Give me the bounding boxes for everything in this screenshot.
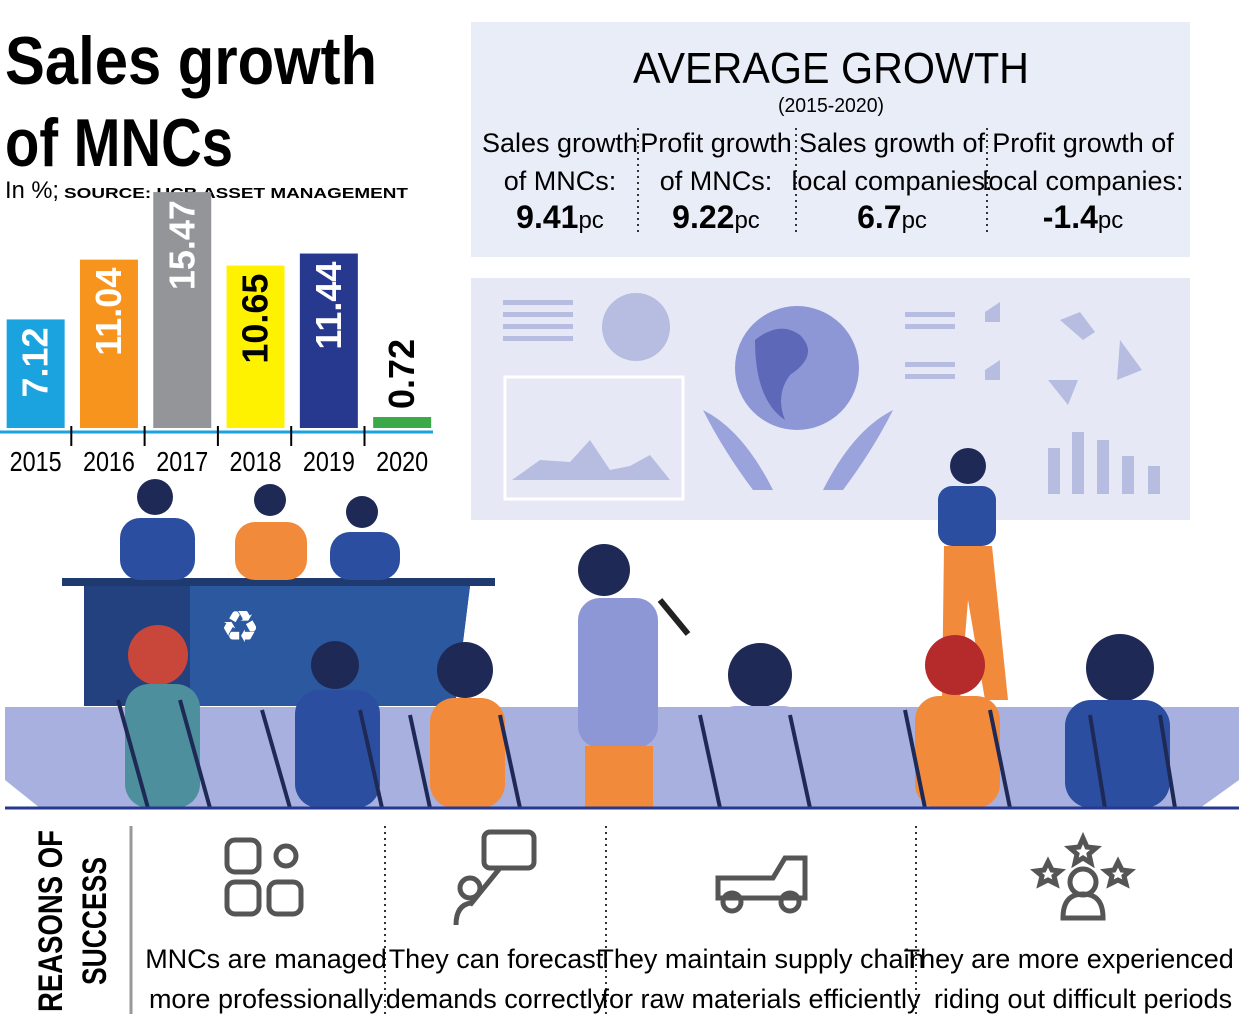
reason-text: riding out difficult periods <box>934 984 1232 1014</box>
average-label: Sales growth of <box>799 128 986 158</box>
reasons-title: SUCCESS <box>76 857 114 985</box>
average-value: 6.7pc <box>857 199 927 235</box>
value-label: 15.47 <box>161 200 202 290</box>
reason-text: demands correctly <box>386 984 607 1014</box>
value: -1.4 <box>1043 199 1098 235</box>
bar <box>373 417 432 428</box>
bar <box>153 192 212 428</box>
x-tick-label: 2016 <box>83 446 135 477</box>
x-tick-label: 2015 <box>10 446 62 477</box>
value-label: 11.04 <box>88 268 129 356</box>
svg-text:♻: ♻ <box>220 603 259 652</box>
chart-title: of MNCs <box>5 105 233 181</box>
average-label: Sales growth <box>482 128 638 158</box>
reason-text: They can forecast <box>389 944 604 974</box>
average-title: AVERAGE GROWTH <box>633 44 1029 93</box>
value-label: 10.65 <box>235 274 276 364</box>
bar <box>6 319 65 428</box>
value-label: 0.72 <box>381 339 422 409</box>
reasons-title: REASONS OF <box>32 830 70 1012</box>
reason-text: They maintain supply chain <box>597 944 924 974</box>
value: 9.22 <box>672 199 734 235</box>
subtitle: In %; <box>5 177 59 204</box>
average-label: Profit growth <box>640 128 792 158</box>
unit: pc <box>734 207 759 234</box>
value: 6.7 <box>857 199 901 235</box>
average-label: local companies: <box>982 166 1183 196</box>
average-label: of MNCs: <box>660 166 773 196</box>
chart-title: Sales growth <box>5 23 377 99</box>
average-value: 9.41pc <box>516 199 604 235</box>
unit: pc <box>902 207 927 234</box>
value-label: 7.12 <box>15 327 56 397</box>
average-label: Profit growth of <box>992 128 1174 158</box>
separators <box>384 826 917 1016</box>
x-tick-label: 2020 <box>376 446 428 477</box>
reason-text: They are more experienced in <box>904 944 1239 974</box>
unit: pc <box>578 207 603 234</box>
value-label: 11.44 <box>308 262 349 350</box>
value: 9.41 <box>516 199 578 235</box>
average-value: 9.22pc <box>672 199 760 235</box>
average-period: (2015-2020) <box>778 95 884 117</box>
reason-text: MNCs are managed <box>145 944 387 974</box>
separators <box>637 128 988 236</box>
x-tick-label: 2018 <box>230 446 282 477</box>
average-box <box>471 22 1190 257</box>
illustration: ♻ <box>5 278 1239 809</box>
source: SOURCE: UCB ASSET MANAGEMENT <box>64 185 408 202</box>
x-tick-label: 2019 <box>303 446 355 477</box>
reason-text: for raw materials efficiently <box>601 984 921 1014</box>
reason-text: more professionally <box>149 984 384 1014</box>
average-label: of MNCs: <box>504 166 617 196</box>
average-value: -1.4pc <box>1043 199 1124 235</box>
unit: pc <box>1098 207 1123 234</box>
reason-icons <box>224 829 1137 926</box>
average-label: local companies: <box>791 166 992 196</box>
bar <box>79 259 138 428</box>
x-tick-label: 2017 <box>156 446 208 477</box>
bar <box>226 265 285 428</box>
bar <box>299 253 358 428</box>
